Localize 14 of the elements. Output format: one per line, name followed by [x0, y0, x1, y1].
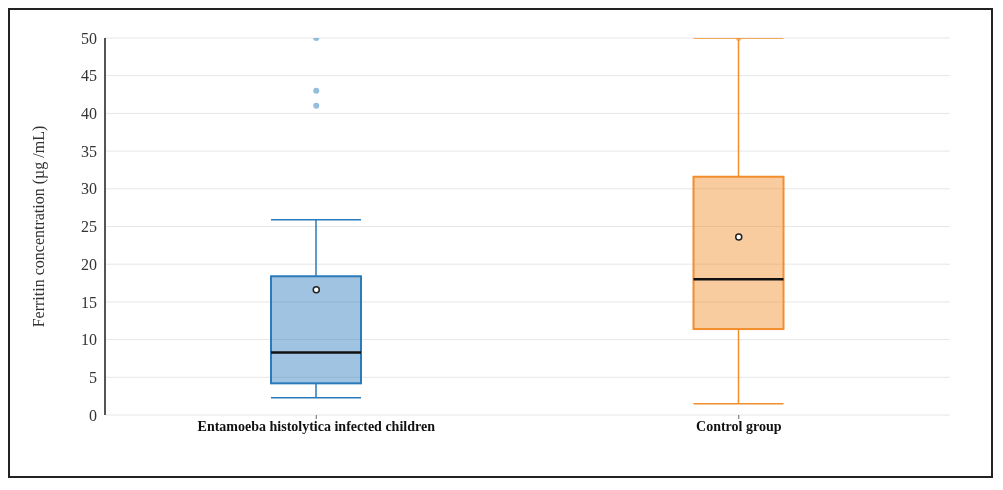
y-tick-label: 50	[81, 29, 97, 47]
y-tick-label: 15	[81, 293, 97, 311]
y-tick-label: 30	[81, 180, 97, 198]
y-tick-label: 25	[81, 218, 97, 236]
y-tick-label: 5	[89, 368, 97, 386]
x-tick-label: Entamoeba histolytica infected children	[197, 418, 436, 434]
y-tick-label: 35	[81, 142, 97, 160]
y-tick-label: 10	[81, 331, 97, 349]
y-tick-label: 0	[89, 406, 97, 424]
y-tick-label: 40	[81, 105, 97, 123]
x-tick-label: Control group	[696, 418, 782, 434]
y-axis-title: Ferritin concentration (µg /mL)	[29, 125, 48, 328]
y-tick-label: 45	[81, 67, 97, 85]
y-tick-label: 20	[81, 255, 97, 273]
